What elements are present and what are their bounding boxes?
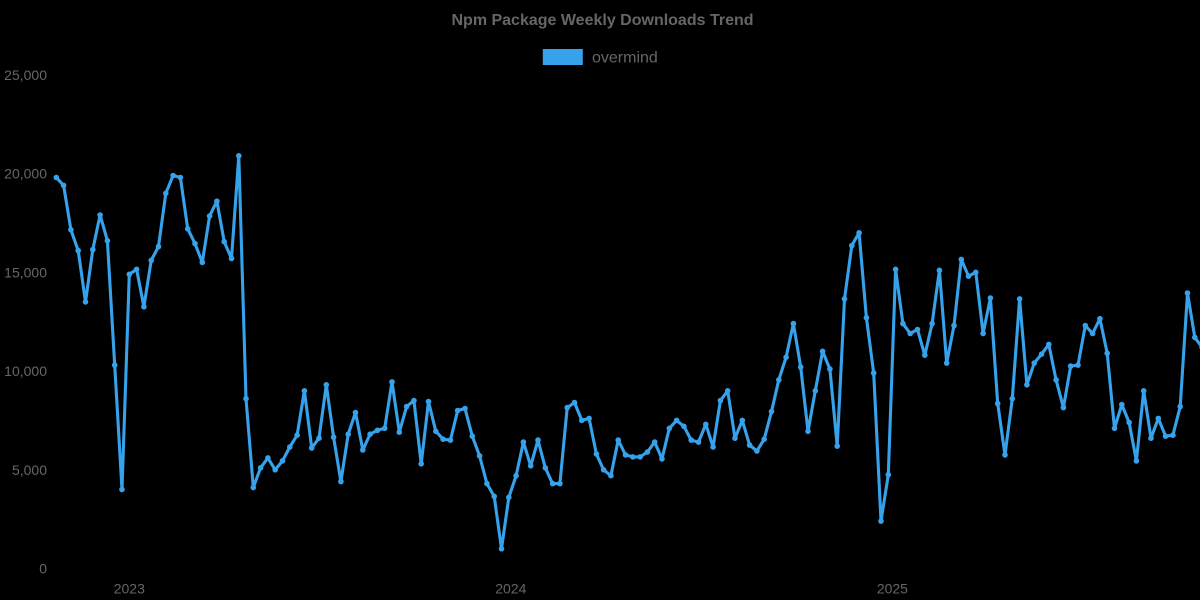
svg-text:2025: 2025 [877,580,908,596]
svg-text:2023: 2023 [114,580,145,596]
svg-text:5,000: 5,000 [12,462,47,478]
svg-text:10,000: 10,000 [4,363,47,379]
svg-text:0: 0 [39,561,47,577]
svg-text:20,000: 20,000 [4,166,47,182]
svg-text:15,000: 15,000 [4,264,47,280]
svg-text:overmind: overmind [592,50,658,67]
svg-text:Npm Package Weekly Downloads T: Npm Package Weekly Downloads Trend [451,12,753,29]
svg-text:25,000: 25,000 [4,67,47,83]
svg-text:2024: 2024 [495,580,526,596]
